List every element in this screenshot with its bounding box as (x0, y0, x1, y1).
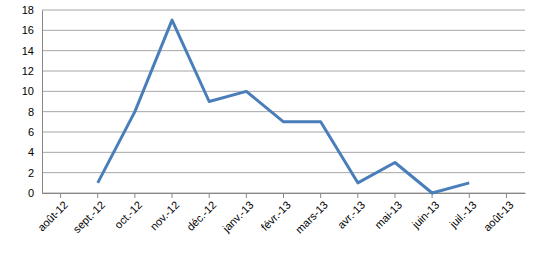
x-tick-label: oct.-12 (112, 199, 144, 231)
y-tick-label: 10 (22, 85, 34, 97)
x-tick-label: nov.-12 (148, 199, 182, 233)
x-tick-mark (134, 193, 135, 198)
y-tick-label: 18 (22, 4, 34, 16)
grid-line (42, 111, 525, 112)
chart: 0 2 4 6 8 10 12 14 16 18 août-12sept.-12oct.-12nov… (0, 0, 537, 262)
x-tick-label: août-13 (481, 199, 516, 234)
x-tick-label: févr.-13 (258, 199, 292, 233)
x-tick-mark (283, 193, 284, 198)
x-tick: oct.-12 (112, 193, 144, 231)
grid-line (42, 172, 525, 173)
grid-line (42, 91, 525, 92)
y-tick: 14 (22, 45, 42, 57)
x-tick-label: avr.-13 (335, 199, 367, 231)
x-tick: août-12 (35, 193, 70, 233)
x-tick: avr.-13 (335, 193, 367, 231)
y-tick: 10 (22, 85, 42, 97)
x-tick-label: déc.-12 (184, 199, 218, 233)
y-tick-label: 0 (28, 187, 34, 199)
y-tick-label: 8 (28, 106, 34, 118)
x-tick-mark (469, 193, 470, 198)
y-tick: 18 (22, 4, 42, 16)
grid (42, 10, 525, 193)
x-tick-label: janv.-13 (219, 199, 255, 235)
y-tick-label: 14 (22, 45, 34, 57)
x-tick-mark (394, 193, 395, 198)
x-tick-label: mai-13 (372, 199, 404, 231)
y-tick: 2 (28, 167, 42, 179)
grid-line (42, 132, 525, 133)
y-tick: 16 (22, 24, 42, 36)
y-axis-line (42, 11, 43, 194)
x-axis: août-12sept.-12oct.-12nov.-12déc.-12janv… (35, 193, 525, 236)
x-tick: juil.-13 (447, 193, 479, 231)
x-tick: déc.-12 (184, 193, 218, 233)
y-tick: 4 (28, 146, 42, 158)
y-tick: 0 (28, 187, 42, 199)
y-tick-label: 16 (22, 24, 34, 36)
x-tick-label: juil.-13 (447, 199, 479, 231)
x-tick: juin-13 (409, 193, 442, 231)
x-tick-mark (320, 193, 321, 198)
grid-line (42, 30, 525, 31)
y-tick-label: 12 (22, 65, 34, 77)
y-tick: 6 (28, 126, 42, 138)
y-tick-label: 4 (28, 146, 34, 158)
x-tick-mark (172, 193, 173, 198)
y-tick: 8 (28, 106, 42, 118)
x-tick: sept.-12 (71, 193, 108, 235)
x-tick: mai-13 (372, 193, 404, 231)
x-tick-mark (357, 193, 358, 198)
y-tick-label: 2 (28, 167, 34, 179)
x-tick: mars-13 (293, 193, 330, 236)
series (98, 20, 470, 193)
x-tick-mark (60, 193, 61, 198)
x-tick-label: août-12 (35, 199, 70, 234)
grid-line (42, 50, 525, 51)
x-tick: janv.-13 (219, 193, 255, 235)
grid-line (42, 71, 525, 72)
data-line (98, 20, 470, 193)
x-tick-mark (506, 193, 507, 198)
x-tick: févr.-13 (258, 193, 292, 233)
x-tick-label: juin-13 (409, 199, 442, 232)
grid-line (42, 10, 525, 11)
y-axis: 0 2 4 6 8 10 12 14 16 18 (22, 4, 43, 199)
y-tick-label: 6 (28, 126, 34, 138)
x-tick: août-13 (481, 193, 516, 233)
x-tick-mark (209, 193, 210, 198)
y-tick: 12 (22, 65, 42, 77)
x-tick-mark (246, 193, 247, 198)
x-tick-label: mars-13 (293, 199, 330, 236)
x-tick: nov.-12 (148, 193, 182, 232)
x-tick-mark (97, 193, 98, 198)
x-tick-label: sept.-12 (71, 199, 108, 236)
